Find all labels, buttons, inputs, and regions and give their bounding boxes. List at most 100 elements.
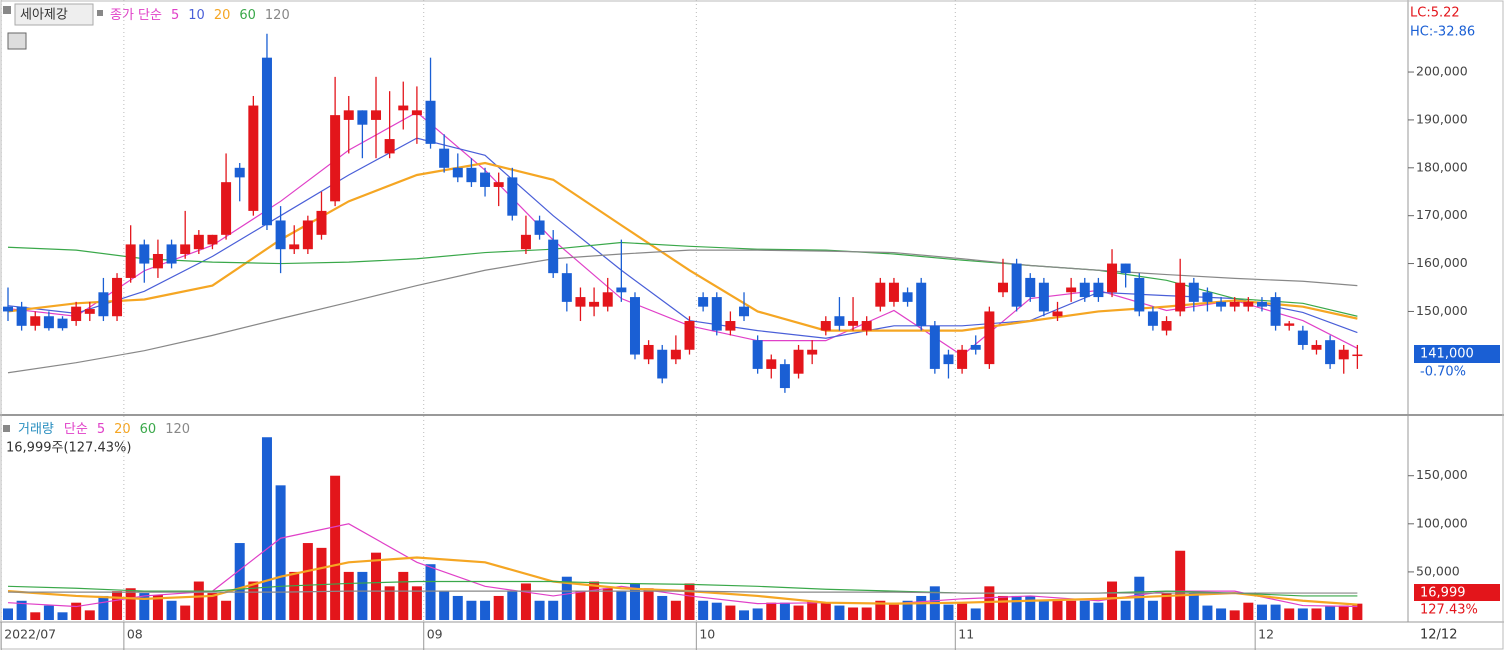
- candle-body: [1311, 344, 1322, 350]
- candle-body: [289, 244, 300, 250]
- candle-body: [166, 244, 177, 264]
- volume-bar: [84, 610, 95, 620]
- volume-bar: [3, 608, 13, 620]
- volume-bar: [330, 475, 341, 620]
- candle-body: [152, 253, 163, 269]
- volume-bar: [1188, 593, 1199, 620]
- volume-bar: [480, 600, 491, 620]
- volume-bar: [1175, 550, 1186, 620]
- volume-bar: [139, 593, 150, 620]
- volume-bar: [1352, 603, 1363, 620]
- candle-body: [861, 321, 872, 331]
- candle-body: [30, 316, 41, 326]
- volume-bar: [439, 591, 450, 620]
- volume-bar: [30, 612, 41, 620]
- volume-bar: [698, 600, 709, 620]
- candle-body: [602, 292, 613, 307]
- candle-body: [343, 110, 354, 120]
- volume-bar: [384, 586, 395, 620]
- price-marker-box: [1414, 345, 1500, 363]
- ma-line: [7, 580, 1358, 597]
- candle-body: [1270, 297, 1281, 326]
- candle-body: [43, 316, 54, 329]
- volume-bar: [1066, 600, 1077, 620]
- candle-body: [480, 172, 491, 187]
- volume-info: 16,999주(127.43%): [6, 441, 131, 456]
- candle-body: [670, 349, 681, 360]
- stock-name-box: [14, 3, 94, 26]
- candle-body: [1161, 321, 1172, 331]
- volume-bar: [834, 605, 845, 620]
- volume-marker: 16,999: [1420, 586, 1466, 601]
- volume-bar: [997, 595, 1008, 620]
- candle-body: [1175, 282, 1186, 312]
- candle-body: [425, 100, 436, 144]
- ma-line: [7, 241, 1358, 317]
- candle-body: [302, 220, 313, 250]
- volume-bar: [1256, 604, 1267, 620]
- volume-bar: [1229, 610, 1240, 620]
- volume-bar: [1284, 608, 1295, 620]
- legend-entry: 20: [114, 422, 131, 437]
- volume-bar: [357, 571, 368, 620]
- volume-bar: [98, 595, 109, 620]
- candle-body: [561, 273, 572, 302]
- volume-bar: [16, 600, 27, 620]
- volume-bar: [425, 564, 436, 620]
- volume-bar: [820, 602, 831, 620]
- candle-body: [779, 364, 790, 389]
- candle-body: [180, 244, 191, 254]
- candle-body: [520, 234, 531, 250]
- candle-body: [629, 297, 640, 355]
- candle-body: [739, 306, 750, 317]
- candle-body: [711, 297, 722, 331]
- hc-label: HC:-32.86: [1410, 25, 1475, 40]
- volume-bar: [1107, 581, 1118, 620]
- stock-name: 세아제강: [20, 8, 68, 23]
- candle-body: [493, 182, 504, 187]
- volume-bar: [1147, 600, 1158, 620]
- candle-body: [193, 234, 204, 250]
- volume-bar: [1025, 595, 1036, 620]
- candle-body: [98, 292, 109, 317]
- volume-bar: [643, 588, 654, 620]
- volume-bar: [261, 437, 272, 620]
- candle-body: [1216, 301, 1227, 307]
- legend-entry: 60: [140, 422, 157, 437]
- volume-bar: [916, 595, 927, 620]
- volume-bar: [957, 603, 968, 620]
- candle-body: [698, 297, 709, 307]
- candle-body: [888, 282, 899, 302]
- candle-body: [57, 318, 68, 329]
- volume-bar: [725, 605, 736, 620]
- volume-bar: [1297, 608, 1308, 620]
- volume-bar: [657, 595, 668, 620]
- toggle-icon[interactable]: [7, 32, 27, 50]
- y-tick-label: 150,000: [1416, 467, 1468, 482]
- candle-body: [1325, 340, 1336, 365]
- volume-bar: [970, 608, 981, 620]
- price-marker: 141,000: [1420, 347, 1474, 362]
- volume-bar: [411, 586, 422, 620]
- volume-bar: [275, 485, 286, 620]
- volume-bar: [589, 581, 600, 620]
- volume-bar: [112, 591, 123, 620]
- candle-body: [916, 282, 927, 326]
- candle-body: [1066, 287, 1077, 293]
- volume-bar: [289, 571, 300, 620]
- volume-bar: [316, 547, 327, 620]
- candle-body: [970, 344, 981, 350]
- volume-bar: [943, 604, 954, 620]
- volume-bar: [207, 593, 218, 620]
- legend-entry: 20: [214, 8, 231, 23]
- volume-bar: [493, 595, 504, 620]
- volume-bar: [71, 602, 82, 620]
- candle-body: [793, 349, 804, 374]
- volume-bar: [807, 600, 818, 620]
- candle-body: [84, 309, 95, 314]
- candle-body: [507, 177, 518, 216]
- legend-entry: 5: [171, 8, 179, 23]
- candle-body: [411, 110, 422, 116]
- volume-bar: [193, 581, 204, 620]
- volume-bar: [1120, 600, 1131, 620]
